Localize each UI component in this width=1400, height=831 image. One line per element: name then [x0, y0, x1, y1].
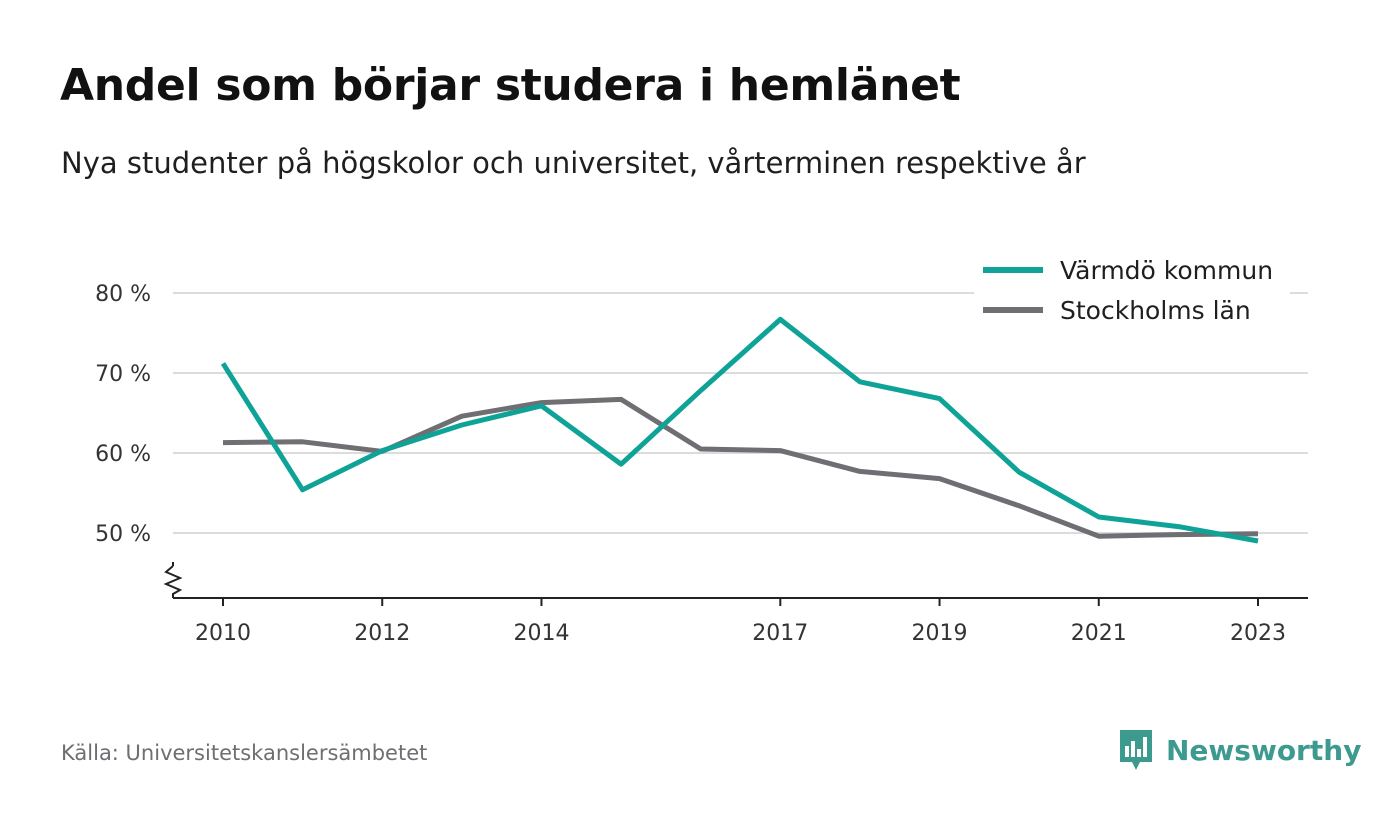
series-line-varmdo [220, 316, 1259, 544]
legend-background [974, 250, 1290, 342]
brand-name: Newsworthy [1166, 733, 1362, 767]
legend-label: Värmdö kommun [1060, 256, 1273, 285]
chart-title: Andel som börjar studera i hemlänet [60, 60, 961, 111]
y-tick-label: 60 % [95, 442, 151, 467]
chart-subtitle: Nya studenter på högskolor och universit… [61, 146, 1086, 180]
axes: 50 % 60 % 70 % 80 % 2010 2012 2014 2017 2019 2021… [95, 282, 1308, 646]
x-tick-label: 2023 [1230, 621, 1286, 646]
x-tick-label: 2014 [513, 621, 569, 646]
x-tick-label: 2010 [195, 621, 251, 646]
legend-label: Stockholms län [1060, 296, 1251, 325]
brand-logo[interactable]: Newsworthy [1118, 728, 1361, 772]
y-axis-break-mark [163, 565, 183, 598]
x-tick-label: 2021 [1071, 621, 1127, 646]
legend: Värmdö kommun Stockholms län [974, 250, 1290, 342]
x-tick-label: 2017 [752, 621, 808, 646]
newsworthy-logo-icon [1120, 730, 1152, 770]
y-tick-label: 50 % [95, 522, 151, 547]
x-tick-label: 2019 [912, 621, 968, 646]
source-note: Källa: Universitetskanslersämbetet [61, 741, 428, 765]
y-tick-label: 70 % [95, 362, 151, 387]
x-tick-label: 2012 [354, 621, 410, 646]
series-lines [220, 316, 1259, 544]
y-tick-label: 80 % [95, 282, 151, 307]
